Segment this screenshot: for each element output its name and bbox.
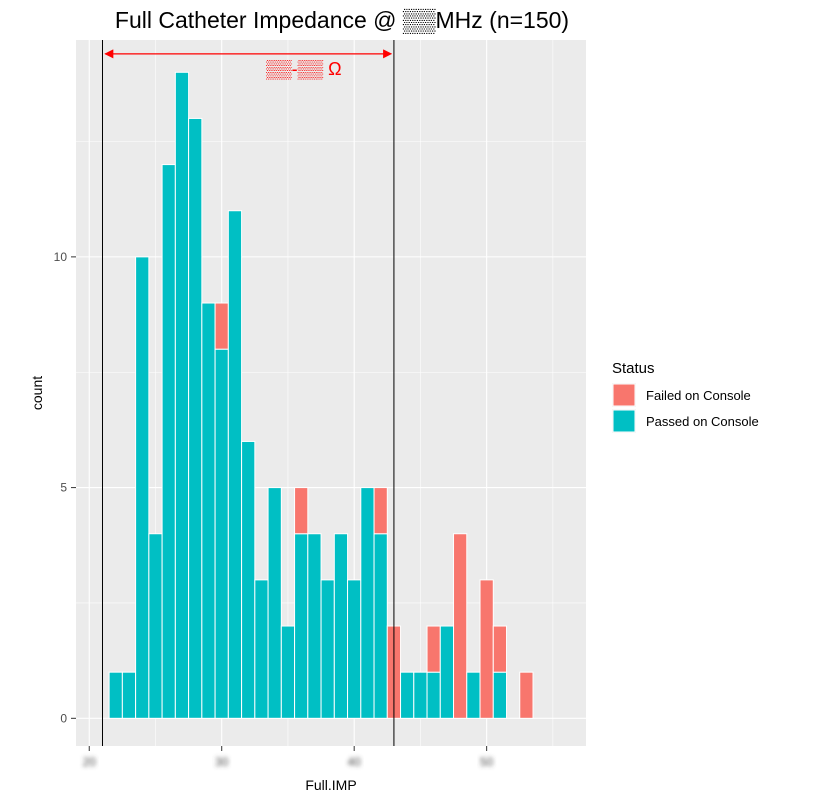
legend: Status Failed on Console Passed on Console xyxy=(612,360,759,433)
range-lines xyxy=(101,40,395,746)
x-tick-label: 40 xyxy=(348,755,362,769)
range-label: ▒▒-▒▒ Ω xyxy=(266,59,341,80)
bar-failed xyxy=(294,487,309,535)
bar-passed xyxy=(294,533,309,719)
x-tick-label: 20 xyxy=(83,755,97,769)
bar-passed xyxy=(307,533,322,719)
x-tick-label: 50 xyxy=(480,755,494,769)
bar-passed xyxy=(373,533,388,719)
bar-passed xyxy=(333,533,349,719)
y-axis-label: count xyxy=(29,376,45,410)
legend-swatch-failed xyxy=(612,383,636,407)
bar-passed xyxy=(426,671,441,719)
chart-title: Full Catheter Impedance @ ▒▒MHz (n=150) xyxy=(115,7,569,34)
bar-passed xyxy=(188,117,203,719)
legend-swatch-passed xyxy=(612,409,636,433)
range-annotation: ▒▒-▒▒ Ω xyxy=(104,49,393,80)
bar-failed xyxy=(214,302,229,350)
y-tick-label: 10 xyxy=(54,250,68,264)
x-tick-label: 30 xyxy=(215,755,229,769)
bar-passed xyxy=(492,671,508,719)
bar-passed xyxy=(320,579,335,719)
legend-label: Passed on Console xyxy=(646,414,759,429)
bar-passed xyxy=(227,210,243,719)
bar-passed xyxy=(161,164,176,719)
legend-label: Failed on Console xyxy=(646,388,751,403)
bar-passed xyxy=(201,302,216,719)
y-tick-label: 0 xyxy=(60,711,67,725)
bar-failed xyxy=(453,533,468,719)
bar-passed xyxy=(439,625,455,719)
bar-passed xyxy=(174,71,190,719)
bar-passed xyxy=(254,579,269,719)
bar-failed xyxy=(426,625,441,673)
bar-passed xyxy=(466,671,481,719)
bar-passed xyxy=(135,256,150,719)
bar-failed xyxy=(519,671,534,719)
bar-failed xyxy=(492,625,508,673)
bar-passed xyxy=(280,625,296,719)
y-tick-label: 5 xyxy=(60,481,67,495)
axes: 20 30 40 50 0 5 10 xyxy=(54,250,494,769)
bar-failed xyxy=(373,487,388,535)
bar-passed xyxy=(360,487,375,719)
bar-passed xyxy=(400,671,415,719)
bar-passed xyxy=(148,533,163,719)
legend-title: Status xyxy=(612,360,655,377)
bar-passed xyxy=(108,671,123,719)
bar-passed xyxy=(413,671,428,719)
x-axis-label: Full.IMP xyxy=(305,777,356,793)
bar-passed xyxy=(214,348,229,719)
bar-passed xyxy=(267,487,282,719)
bar-passed xyxy=(241,440,256,719)
bar-failed xyxy=(479,579,494,719)
bars xyxy=(108,71,534,719)
bar-passed xyxy=(347,579,362,719)
bar-passed xyxy=(121,671,137,719)
